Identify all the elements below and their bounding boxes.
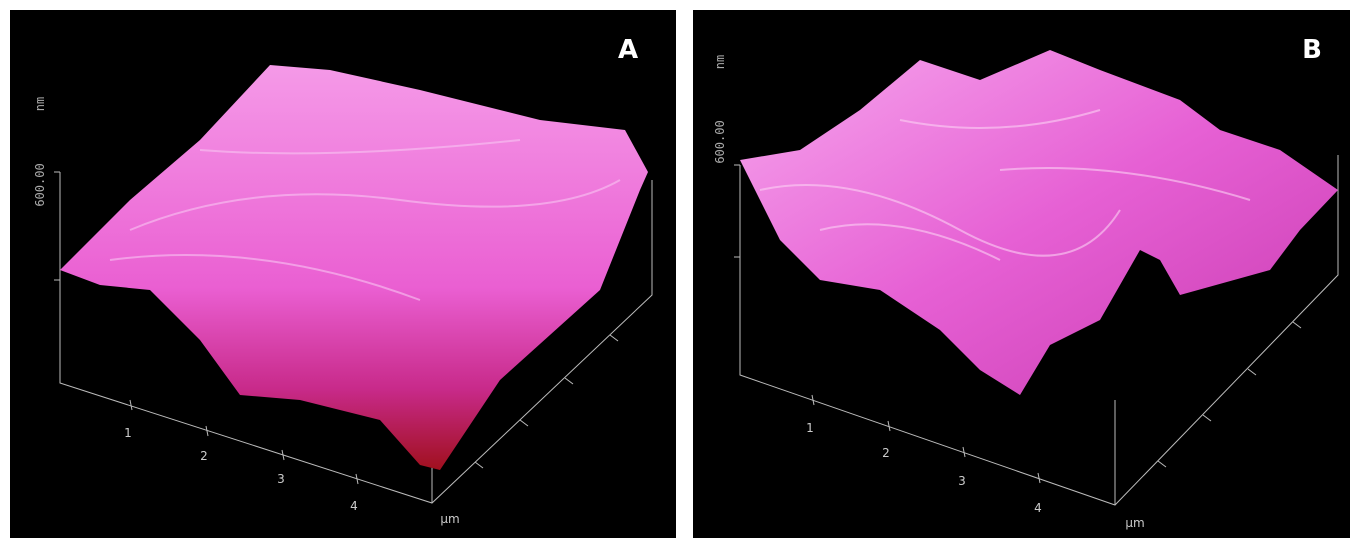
x-tick-label: 4: [1034, 501, 1042, 515]
x-tick-label: 4: [350, 499, 358, 513]
panel-label: A: [618, 35, 638, 65]
x-tick-label: 2: [200, 449, 208, 463]
x-unit: µm: [440, 512, 459, 526]
z-unit: nm: [713, 55, 727, 69]
panel-b: nm 600.00 1 2 3 4 µm B: [693, 10, 1350, 538]
x-tick-label: 3: [958, 474, 966, 488]
z-tick-label: 600.00: [713, 120, 727, 163]
x-tick-label: 2: [882, 446, 890, 460]
x-unit: µm: [1125, 516, 1144, 530]
x-tick-label: 1: [124, 426, 132, 440]
x-tick-label: 3: [277, 472, 285, 486]
z-tick-label: 600.00: [33, 163, 47, 206]
panel-a: nm 600.00 1 2 3 4 µm A: [10, 10, 676, 538]
x-tick-label: 1: [806, 421, 814, 435]
figure: nm 600.00 1 2 3 4 µm A nm 600.00 1 2 3 4…: [0, 0, 1350, 538]
panel-label: B: [1302, 35, 1322, 65]
z-unit: nm: [33, 97, 47, 111]
